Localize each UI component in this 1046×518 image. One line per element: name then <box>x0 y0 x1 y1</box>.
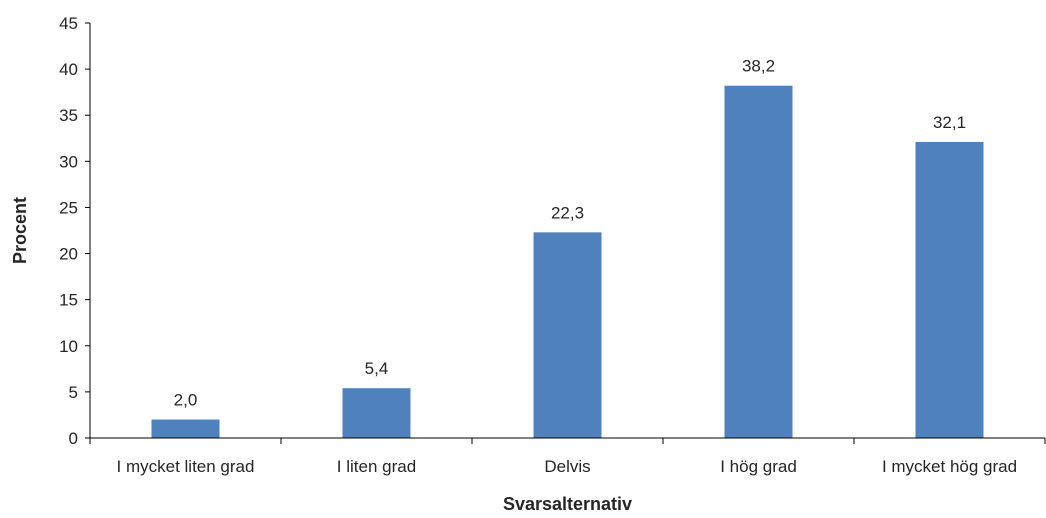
y-tick-label: 45 <box>59 14 78 33</box>
x-tick-label: I hög grad <box>720 457 797 476</box>
x-tick-label: I liten grad <box>337 457 416 476</box>
data-labels-group: 2,0 5,4 22,3 38,2 32,1 <box>174 57 966 410</box>
x-tick-label: Delvis <box>544 457 590 476</box>
x-tick-label: I mycket liten grad <box>117 457 255 476</box>
y-tick-label: 10 <box>59 337 78 356</box>
bar <box>342 388 411 438</box>
bar <box>533 232 602 438</box>
bar <box>151 419 220 438</box>
x-axis: I mycket liten grad I liten grad Delvis I h… <box>89 437 1046 476</box>
data-label: 5,4 <box>365 359 389 378</box>
y-tick-label: 15 <box>59 291 78 310</box>
bar <box>915 141 984 438</box>
y-tick-label: 40 <box>59 60 78 79</box>
y-tick-label: 35 <box>59 106 78 125</box>
bar <box>724 85 793 438</box>
y-axis: 0 5 10 15 20 25 30 35 40 45 <box>59 14 91 448</box>
y-axis-title: Procent <box>10 197 30 264</box>
data-label: 22,3 <box>551 203 584 222</box>
data-label: 2,0 <box>174 391 198 410</box>
y-tick-label: 5 <box>69 383 78 402</box>
bars-group <box>151 85 984 438</box>
x-tick-label: I mycket hög grad <box>882 457 1017 476</box>
y-tick-label: 0 <box>69 429 78 448</box>
y-tick-label: 20 <box>59 245 78 264</box>
data-label: 32,1 <box>933 113 966 132</box>
y-tick-label: 30 <box>59 152 78 171</box>
y-tick-label: 25 <box>59 198 78 217</box>
x-axis-title: Svarsalternativ <box>503 494 632 514</box>
data-label: 38,2 <box>742 57 775 76</box>
